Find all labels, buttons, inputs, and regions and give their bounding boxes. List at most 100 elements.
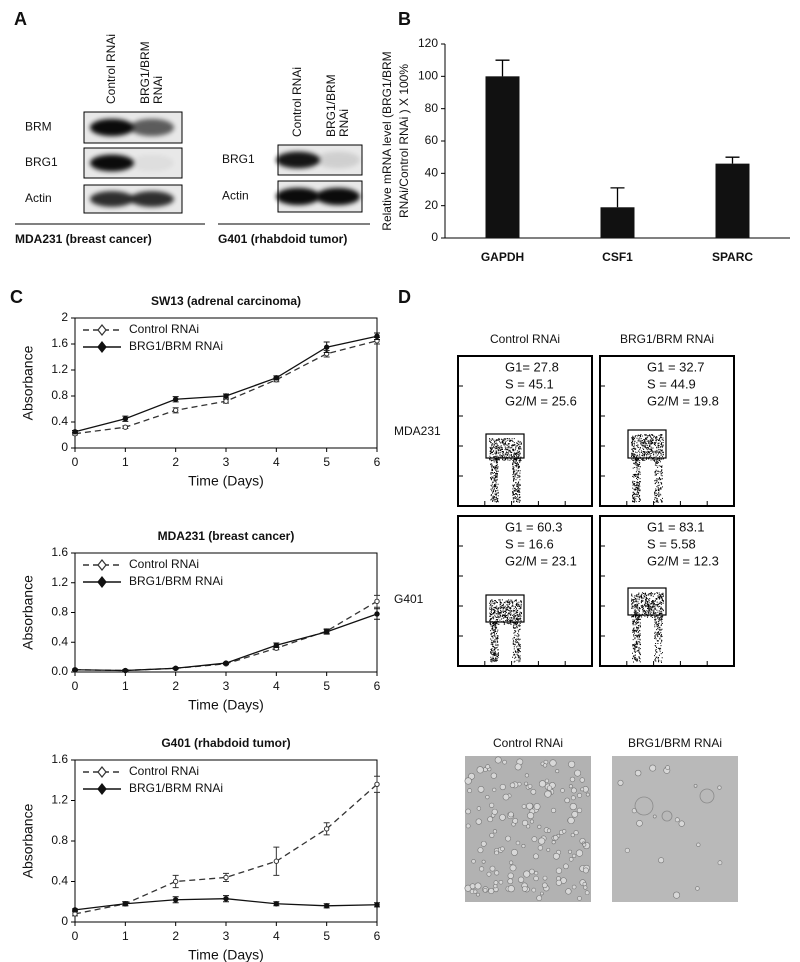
cell <box>551 840 556 845</box>
cell <box>502 759 507 765</box>
cell <box>487 816 494 823</box>
cell <box>549 759 557 767</box>
x-tick-label: 2 <box>172 679 179 693</box>
cell <box>695 886 700 891</box>
x-tick-label: 1 <box>122 929 129 943</box>
x-tick-label: 2 <box>172 929 179 943</box>
cell <box>569 776 576 783</box>
blot-band <box>130 191 174 207</box>
flow-stat: S = 44.9 <box>647 376 696 391</box>
x-tick-label: 5 <box>323 929 330 943</box>
flow-gate <box>485 433 525 459</box>
cell <box>492 787 497 792</box>
cell <box>536 895 543 901</box>
cell <box>465 823 471 829</box>
cell <box>480 840 487 847</box>
legend-label: BRG1/BRM RNAi <box>129 781 223 795</box>
flow-stat: G1 = 83.1 <box>647 519 704 534</box>
cell <box>475 818 482 825</box>
flow-stat: G1= 27.8 <box>505 359 559 374</box>
cell <box>482 887 488 893</box>
cell <box>490 772 497 779</box>
cell <box>509 860 514 865</box>
cell <box>512 818 519 824</box>
panel-label: D <box>398 287 411 307</box>
cell <box>555 867 563 874</box>
cell <box>579 777 585 783</box>
cell <box>570 833 575 838</box>
y-tick-label: 0 <box>431 230 438 244</box>
data-point <box>223 393 229 399</box>
legend-label: Control RNAi <box>129 764 199 778</box>
bar <box>600 207 635 238</box>
cell <box>546 785 553 791</box>
chart-title: SW13 (adrenal carcinoma) <box>151 294 301 308</box>
legend-marker <box>97 783 107 795</box>
panel-label: A <box>14 9 27 29</box>
cell <box>500 846 505 852</box>
cell <box>571 884 577 890</box>
lane-label: BRG1/BRM <box>138 41 152 104</box>
blot-caption: G401 (rhabdoid tumor) <box>218 232 347 246</box>
lane-label: RNAi <box>151 76 165 104</box>
flow-stat: S = 45.1 <box>505 376 554 391</box>
data-point <box>72 429 78 435</box>
cell <box>481 859 486 864</box>
x-tick-label: 0 <box>72 929 79 943</box>
cell-ring <box>699 788 715 804</box>
legend-marker <box>97 324 107 336</box>
cell <box>636 820 643 827</box>
y-tick-label: 1.6 <box>51 752 68 766</box>
cell <box>696 842 701 847</box>
cell <box>517 876 525 883</box>
cell <box>476 892 480 897</box>
cell <box>537 824 542 829</box>
x-axis-label: Time (Days) <box>188 947 264 962</box>
cell <box>479 866 485 872</box>
cell <box>658 857 665 864</box>
cell <box>473 889 478 894</box>
cell <box>489 865 496 872</box>
blot-band <box>316 151 360 169</box>
flow-dots <box>631 434 664 503</box>
column-header: BRG1/BRM RNAi <box>620 332 714 346</box>
x-tick-label: 4 <box>273 929 280 943</box>
data-point <box>273 858 280 864</box>
data-point <box>172 407 179 413</box>
cell <box>523 870 531 878</box>
cell <box>533 803 541 810</box>
cell <box>540 891 544 896</box>
cell <box>541 882 548 889</box>
cell <box>509 864 517 872</box>
flow-frame <box>457 355 593 507</box>
error-bar <box>725 156 740 164</box>
data-point <box>172 396 179 402</box>
legend-label: Control RNAi <box>129 557 199 571</box>
series-line <box>74 600 378 672</box>
cell <box>563 863 569 870</box>
error-bar <box>610 187 625 208</box>
y-tick-label: 1.2 <box>51 362 68 376</box>
chart-title: G401 (rhabdoid tumor) <box>161 736 290 750</box>
lane-label: BRG1/BRM <box>324 74 338 137</box>
cell <box>564 797 570 804</box>
cell <box>717 860 723 866</box>
data-point <box>223 874 229 881</box>
cell <box>649 764 657 772</box>
cell <box>531 887 537 893</box>
flow-stat: G1 = 60.3 <box>505 519 562 534</box>
cell <box>542 763 548 768</box>
flow-stat: G2/M = 19.8 <box>647 393 719 408</box>
panel-label: C <box>10 287 23 307</box>
y-tick-label: 20 <box>425 198 439 212</box>
cell <box>494 850 499 856</box>
legend-marker <box>97 766 107 778</box>
cell <box>505 835 511 842</box>
flow-dots <box>489 599 522 663</box>
row-label: Actin <box>25 191 52 205</box>
bar <box>715 163 750 238</box>
cell <box>527 812 535 820</box>
cell <box>561 829 567 834</box>
data-point <box>122 667 129 674</box>
cell <box>485 795 490 800</box>
